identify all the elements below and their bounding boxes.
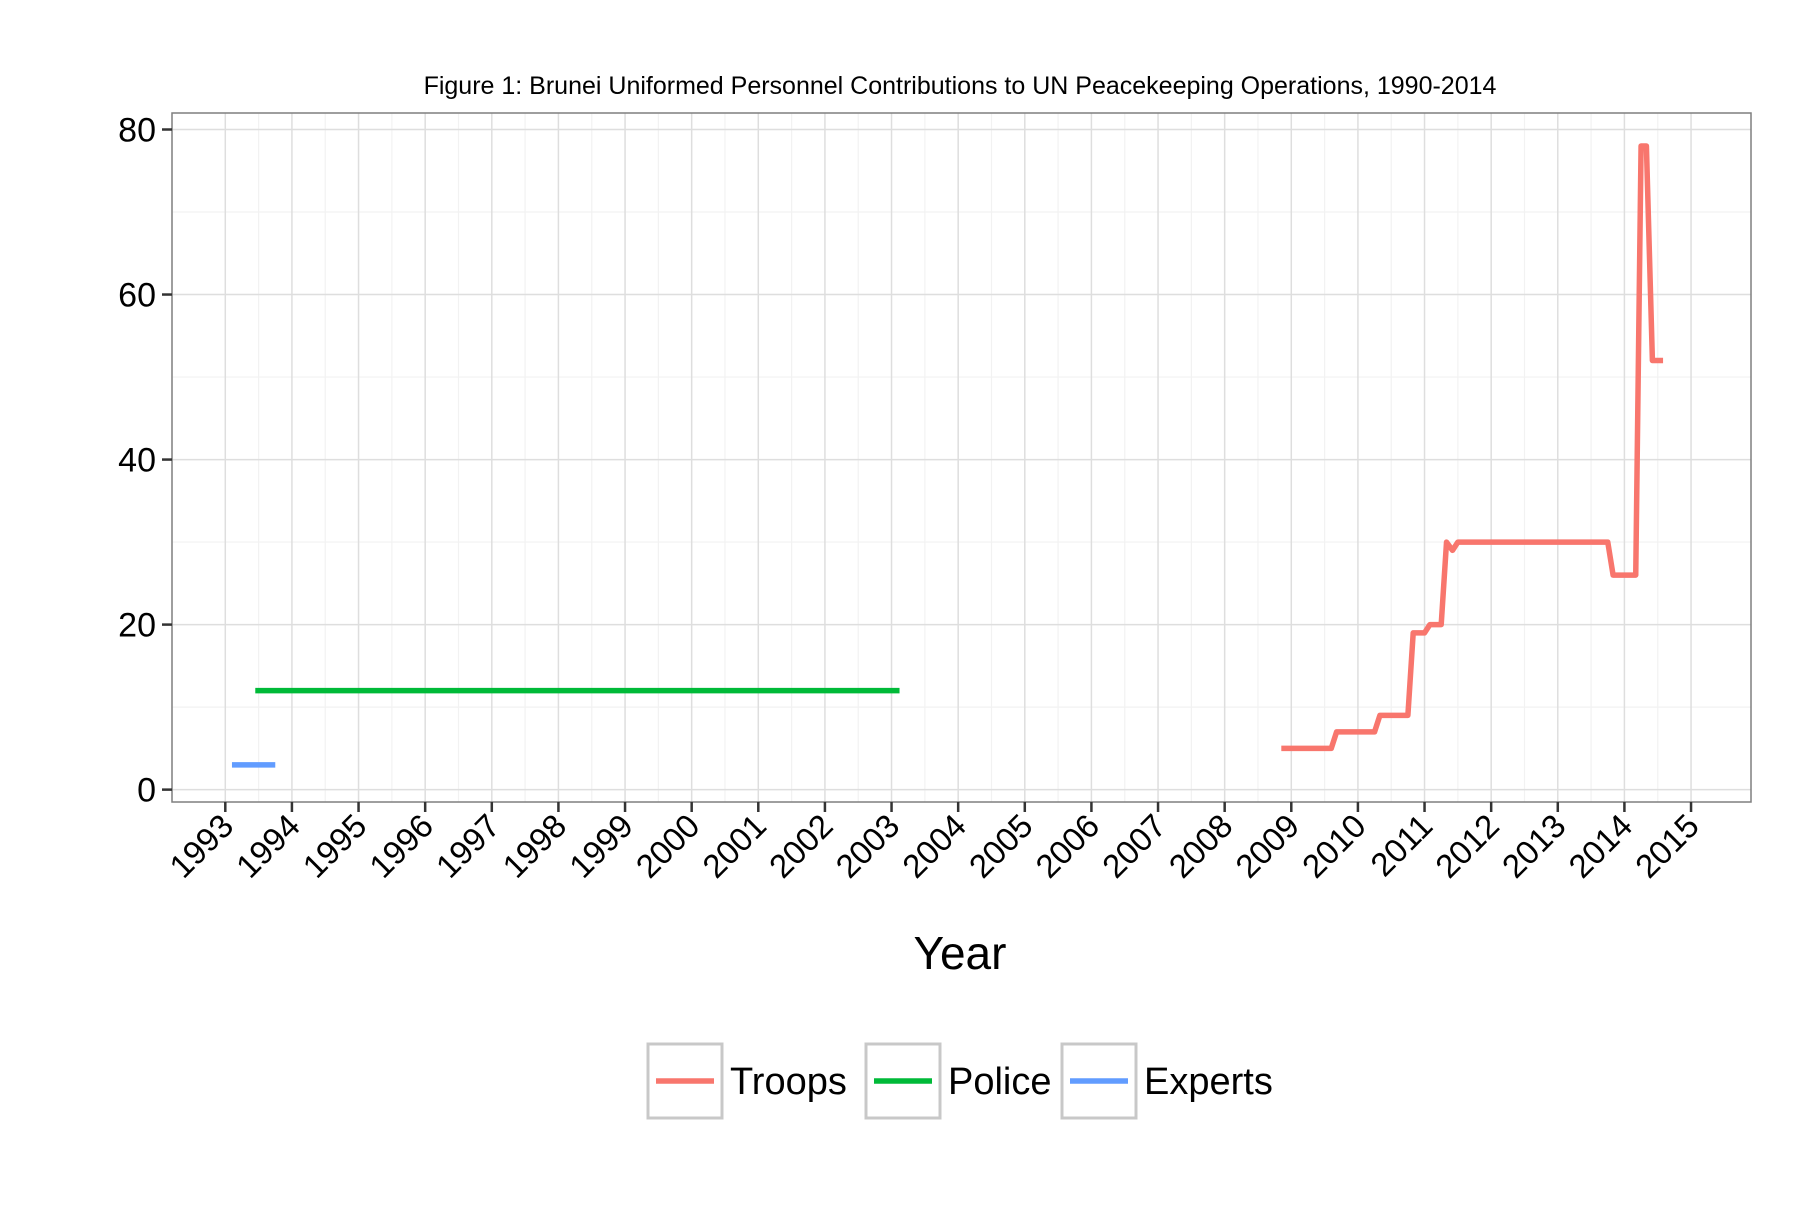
y-tick-label: 20 bbox=[118, 607, 156, 645]
series-line-troops bbox=[1281, 143, 1664, 752]
legend-item-troops: Troops bbox=[646, 1042, 847, 1120]
legend-item-police: Police bbox=[864, 1042, 1052, 1120]
legend: Troops Police Experts bbox=[646, 1042, 1273, 1120]
legend-label: Experts bbox=[1144, 1061, 1273, 1103]
plot-panel bbox=[172, 113, 1751, 802]
y-tick-label: 40 bbox=[118, 442, 156, 480]
legend-label: Troops bbox=[730, 1061, 847, 1103]
grid-lines bbox=[172, 113, 1751, 802]
legend-label: Police bbox=[948, 1061, 1052, 1103]
y-tick-label: 60 bbox=[118, 277, 156, 315]
y-tick-label: 80 bbox=[118, 112, 156, 150]
x-axis-title: Year bbox=[914, 927, 1007, 979]
series-lines bbox=[231, 143, 1664, 768]
plot-border bbox=[171, 112, 1752, 803]
legend-item-experts: Experts bbox=[1060, 1042, 1273, 1120]
chart-title: Figure 1: Brunei Uniformed Personnel Con… bbox=[424, 72, 1497, 100]
y-tick-label: 0 bbox=[137, 772, 156, 810]
